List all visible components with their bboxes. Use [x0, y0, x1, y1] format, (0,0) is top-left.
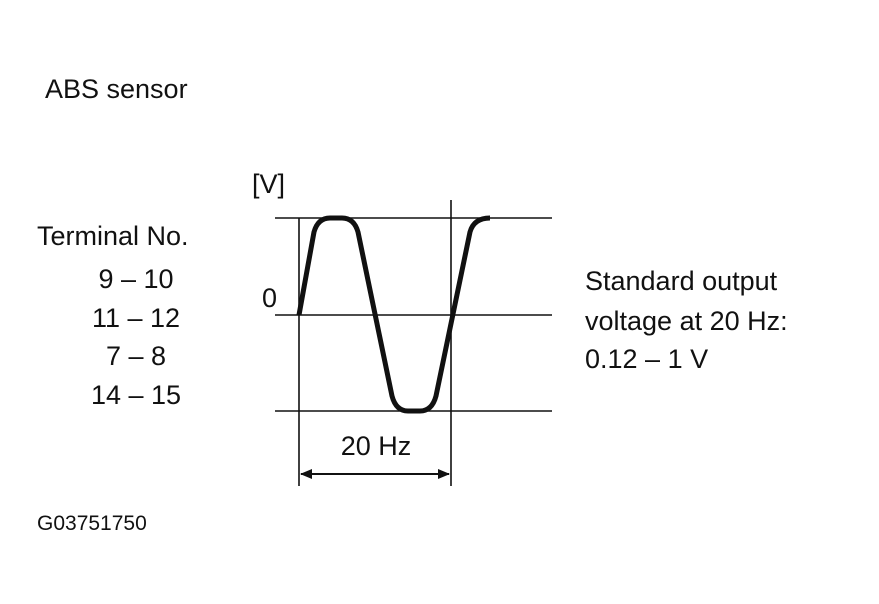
terminal-row: 9 – 10 — [98, 264, 173, 294]
zero-label: 0 — [262, 283, 277, 313]
title: ABS sensor — [45, 74, 188, 104]
terminal-row: 11 – 12 — [92, 303, 180, 333]
terminal-header: Terminal No. — [37, 221, 189, 251]
note-line: 0.12 – 1 V — [585, 344, 708, 374]
figure-id: G03751750 — [37, 512, 147, 535]
note-line: voltage at 20 Hz: — [585, 306, 788, 336]
terminal-row: 14 – 15 — [91, 380, 181, 410]
period-label: 20 Hz — [341, 431, 412, 461]
unit-label: [V] — [252, 169, 285, 199]
note-line: Standard output — [585, 266, 778, 296]
waveform — [296, 215, 491, 414]
terminal-row: 7 – 8 — [106, 341, 166, 371]
